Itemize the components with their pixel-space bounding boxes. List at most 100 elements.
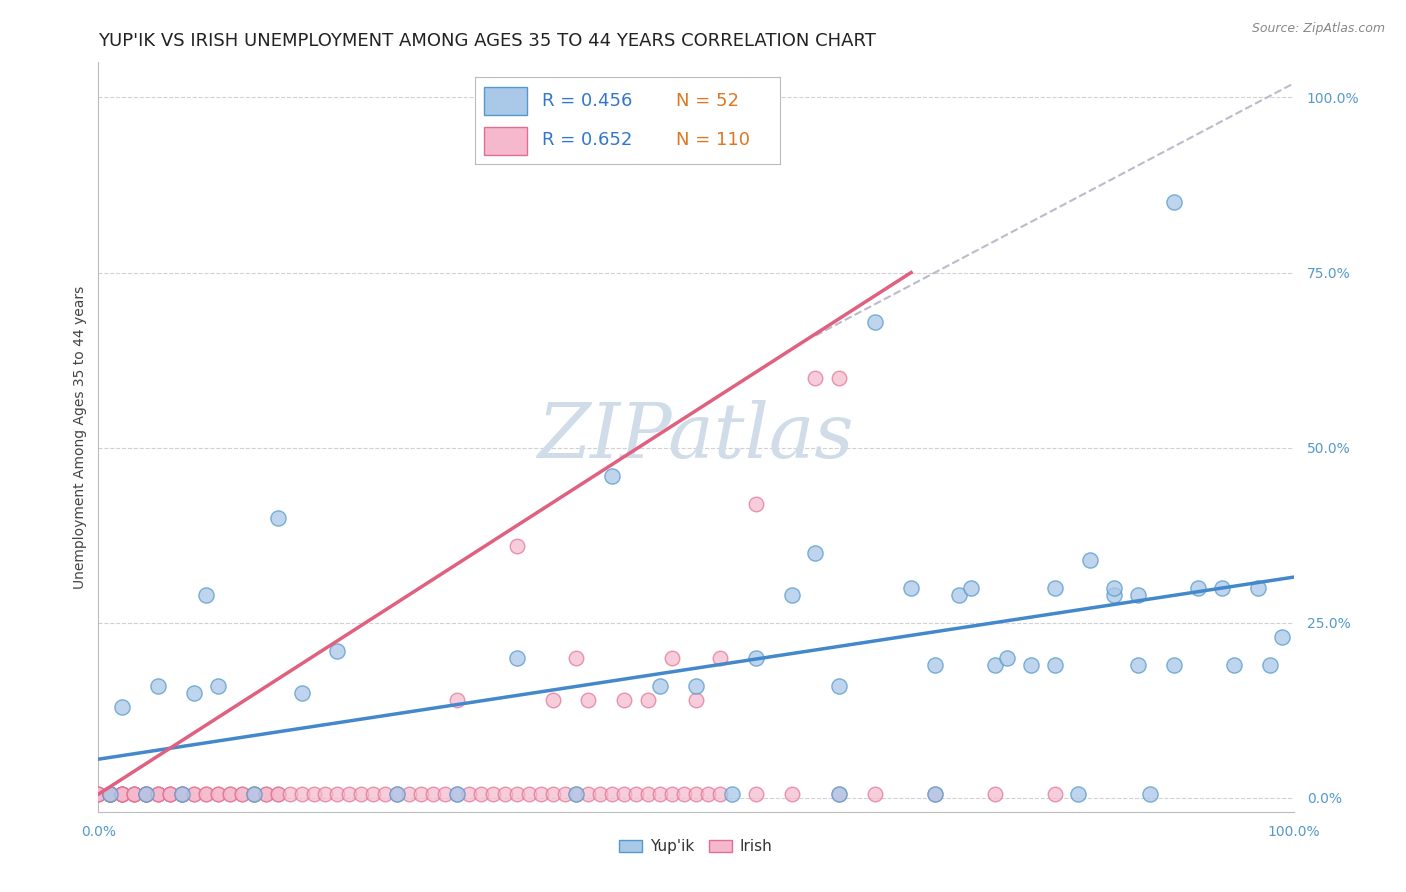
Point <box>481 787 505 801</box>
Point <box>98 787 122 801</box>
Point <box>578 692 600 706</box>
Text: Source: ZipAtlas.com: Source: ZipAtlas.com <box>1251 22 1385 36</box>
Point <box>172 787 194 801</box>
Point <box>124 787 146 801</box>
Point <box>1247 581 1270 595</box>
Point <box>111 699 134 714</box>
Point <box>87 787 110 801</box>
Point <box>111 787 134 801</box>
Point <box>124 787 146 801</box>
Point <box>541 692 564 706</box>
Point <box>278 787 301 801</box>
Point <box>661 787 683 801</box>
Point <box>984 787 1007 801</box>
Point <box>98 787 122 801</box>
Point <box>111 787 134 801</box>
Point <box>1223 657 1246 672</box>
Point <box>1271 630 1294 644</box>
Point <box>207 787 229 801</box>
Point <box>98 787 122 801</box>
Point <box>398 787 420 801</box>
Point <box>111 787 134 801</box>
Point <box>828 679 851 693</box>
Point <box>243 787 266 801</box>
Point <box>254 787 277 801</box>
Point <box>924 657 946 672</box>
Point <box>960 581 983 595</box>
Point <box>1128 588 1150 602</box>
Point <box>135 787 157 801</box>
Point <box>1043 581 1066 595</box>
Point <box>148 787 170 801</box>
Point <box>804 546 827 560</box>
Point <box>124 787 146 801</box>
Point <box>900 581 922 595</box>
Point <box>804 370 827 384</box>
Point <box>506 539 529 553</box>
Point <box>446 692 468 706</box>
Point <box>446 787 468 801</box>
Point <box>326 787 349 801</box>
Point <box>291 686 314 700</box>
Point <box>219 787 242 801</box>
Point <box>267 787 290 801</box>
Point <box>135 787 157 801</box>
Point <box>578 787 600 801</box>
Point <box>1128 657 1150 672</box>
Point <box>135 787 157 801</box>
Point <box>207 679 229 693</box>
Y-axis label: Unemployment Among Ages 35 to 44 years: Unemployment Among Ages 35 to 44 years <box>73 285 87 589</box>
Point <box>661 650 683 665</box>
Point <box>326 643 349 657</box>
Point <box>1104 588 1126 602</box>
Point <box>1067 787 1090 801</box>
Point <box>98 787 122 801</box>
Point <box>195 787 218 801</box>
Point <box>267 510 290 524</box>
Point <box>98 787 122 801</box>
Point <box>1139 787 1161 801</box>
Point <box>385 787 409 801</box>
Point <box>411 787 433 801</box>
Point <box>98 787 122 801</box>
Point <box>422 787 444 801</box>
Point <box>111 787 134 801</box>
Point <box>374 787 396 801</box>
Point <box>565 787 588 801</box>
Point <box>613 787 636 801</box>
Point <box>195 787 218 801</box>
Point <box>98 787 122 801</box>
Point <box>350 787 373 801</box>
Point <box>172 787 194 801</box>
Point <box>541 787 564 801</box>
Point <box>648 787 672 801</box>
Point <box>315 787 337 801</box>
Point <box>243 787 266 801</box>
Point <box>159 787 181 801</box>
Point <box>637 787 659 801</box>
Point <box>745 787 768 801</box>
Point <box>530 787 553 801</box>
Point <box>685 679 707 693</box>
Point <box>363 787 385 801</box>
Text: ZIPatlas: ZIPatlas <box>537 401 855 474</box>
Point <box>87 787 110 801</box>
Point <box>135 787 157 801</box>
Point <box>721 787 744 801</box>
Text: YUP'IK VS IRISH UNEMPLOYMENT AMONG AGES 35 TO 44 YEARS CORRELATION CHART: YUP'IK VS IRISH UNEMPLOYMENT AMONG AGES … <box>98 32 876 50</box>
Point <box>517 787 540 801</box>
Point <box>98 787 122 801</box>
Point <box>589 787 612 801</box>
Point <box>865 314 887 328</box>
Point <box>1211 581 1233 595</box>
Point <box>87 787 110 801</box>
Point <box>339 787 361 801</box>
Point <box>291 787 314 801</box>
Point <box>673 787 696 801</box>
Point <box>828 370 851 384</box>
Point <box>828 787 851 801</box>
Point <box>172 787 194 801</box>
Point <box>745 497 768 511</box>
Point <box>159 787 181 801</box>
Point <box>1187 581 1209 595</box>
